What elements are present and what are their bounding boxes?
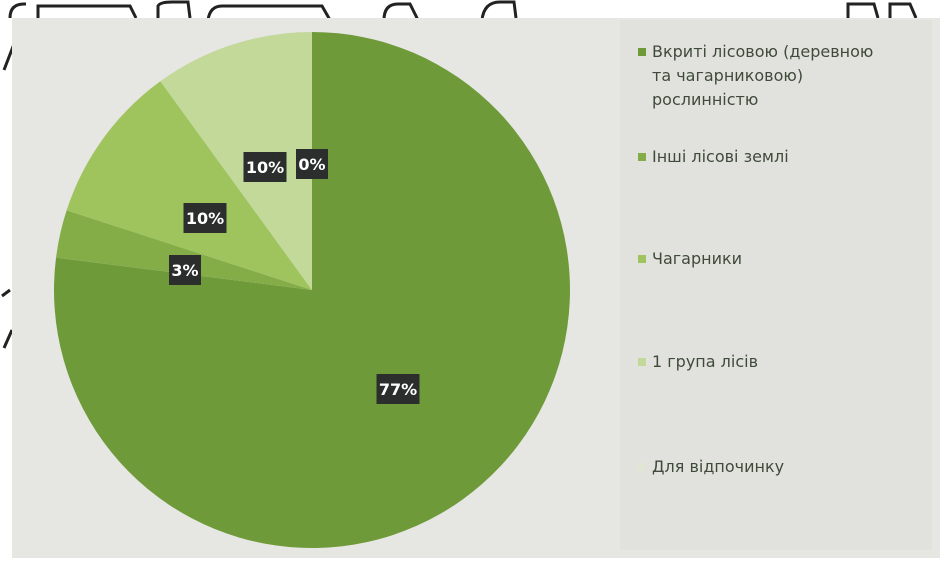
data-label-box: [183, 203, 227, 233]
data-label-box: [243, 152, 287, 182]
legend-swatch: [638, 255, 646, 263]
pie-slice: [53, 32, 570, 548]
legend-swatch: [638, 358, 646, 366]
legend-panel: [620, 20, 932, 550]
legend-item: Чагарники: [638, 247, 930, 271]
pie-slice: [56, 210, 312, 290]
data-label-box: [169, 255, 201, 285]
legend-swatch: [638, 153, 646, 161]
data-label: 0%: [298, 155, 325, 174]
legend-label: Для відпочинку: [652, 457, 785, 476]
data-label: 10%: [246, 158, 284, 177]
data-label: 10%: [186, 209, 224, 228]
pie-slice: [160, 32, 312, 290]
legend-label: Чагарники: [652, 249, 743, 268]
data-label: 3%: [171, 261, 198, 280]
data-label: 77%: [379, 380, 417, 399]
legend-swatch: [638, 463, 646, 471]
legend-swatch: [638, 48, 646, 56]
data-label-box: [296, 149, 328, 179]
pie-slice: [66, 81, 313, 290]
legend-label: 1 група лісів: [652, 352, 758, 371]
legend-item: 1 група лісів: [638, 350, 930, 374]
data-label-box: [376, 374, 420, 404]
legend-label: Вкриті лісовою (деревною та чагарниковою…: [652, 42, 874, 109]
legend-label: Інші лісові землі: [652, 147, 789, 166]
legend-item: Вкриті лісовою (деревною та чагарниковою…: [638, 40, 930, 112]
legend-item: Інші лісові землі: [638, 145, 930, 169]
legend-item: Для відпочинку: [638, 455, 930, 479]
